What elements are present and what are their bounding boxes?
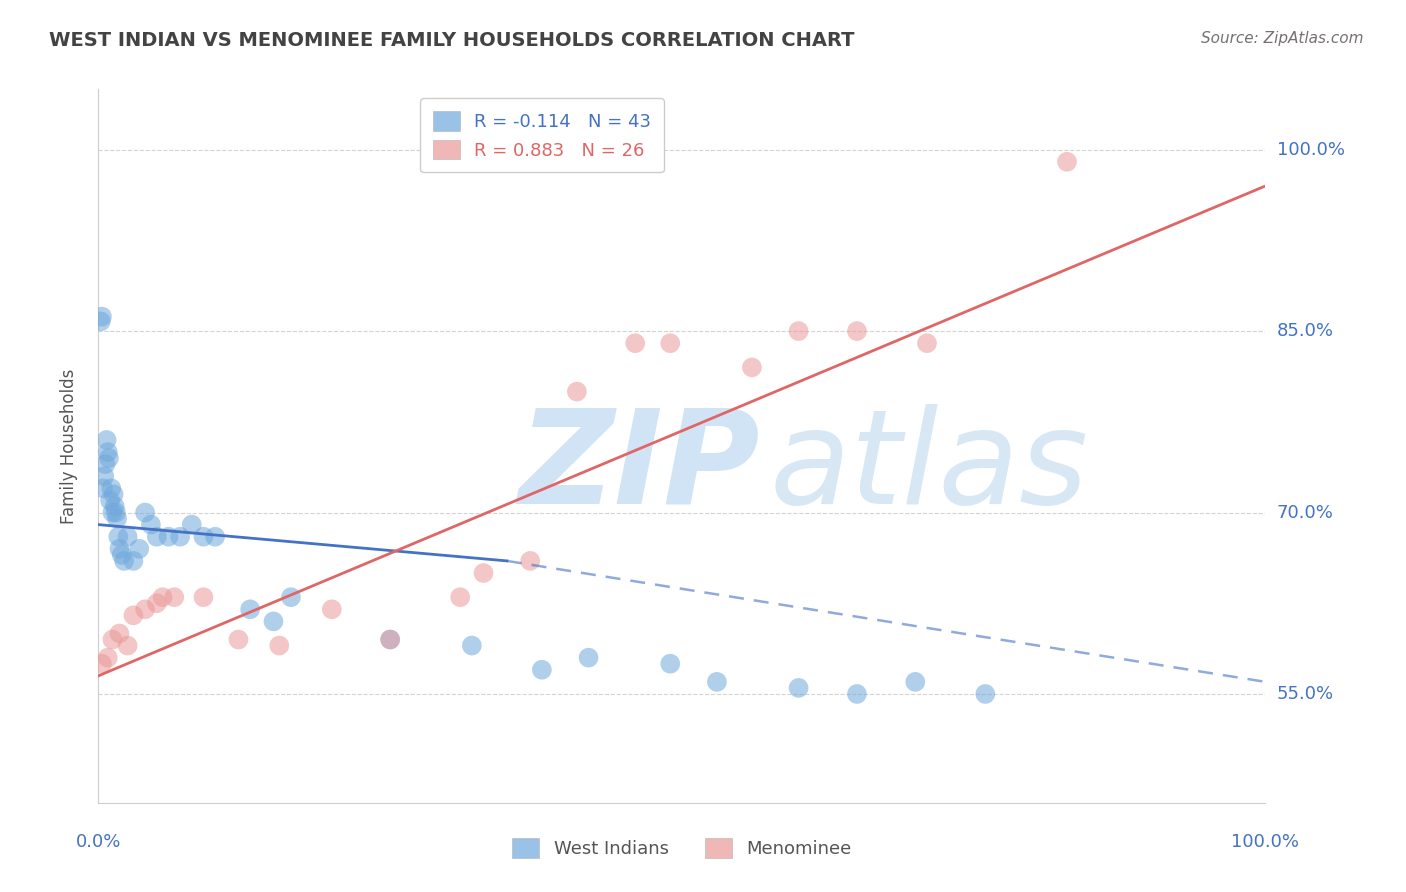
Point [101,506,124,520]
Point [380,632,402,647]
Point [169,530,191,544]
Point [91,481,114,495]
Point [193,590,215,604]
Point [380,632,402,647]
Point [974,687,997,701]
Text: ZIP: ZIP [519,404,761,531]
Point [134,506,156,520]
Point [904,674,927,689]
Text: 70.0%: 70.0% [1277,503,1333,522]
Point [565,384,588,399]
Point [146,530,169,544]
Point [846,687,869,701]
Point [659,657,682,671]
Text: 85.0%: 85.0% [1277,322,1333,340]
Point [108,626,131,640]
Point [659,336,682,351]
Point [97,445,120,459]
Point [787,324,810,338]
Point [706,674,728,689]
Point [624,336,647,351]
Point [128,541,150,556]
Point [280,590,302,604]
Point [108,541,131,556]
Point [97,451,120,466]
Point [321,602,343,616]
Point [846,324,869,338]
Point [228,632,250,647]
Point [96,433,118,447]
Point [104,506,127,520]
Point [204,530,226,544]
Point [163,590,186,604]
Point [134,602,156,616]
Point [93,469,115,483]
Text: Source: ZipAtlas.com: Source: ZipAtlas.com [1201,31,1364,46]
Point [139,517,162,532]
Point [461,639,484,653]
Point [915,336,938,351]
Text: 55.0%: 55.0% [1277,685,1334,703]
Point [101,632,124,647]
Text: 100.0%: 100.0% [1232,833,1299,851]
Point [741,360,763,375]
Y-axis label: Family Households: Family Households [59,368,77,524]
Point [107,530,129,544]
Point [122,608,145,623]
Point [449,590,471,604]
Point [100,481,122,495]
Point [117,530,139,544]
Point [269,639,291,653]
Point [530,663,553,677]
Point [90,310,112,324]
Point [122,554,145,568]
Point [180,517,202,532]
Point [98,493,121,508]
Point [519,554,541,568]
Point [146,596,169,610]
Legend: West Indians, Menominee: West Indians, Menominee [505,830,859,865]
Point [578,650,600,665]
Text: atlas: atlas [769,404,1088,531]
Point [103,487,125,501]
Point [262,615,284,629]
Point [152,590,174,604]
Point [1056,154,1078,169]
Point [787,681,810,695]
Point [105,511,128,525]
Point [90,657,112,671]
Point [472,566,495,580]
Point [112,554,135,568]
Point [117,639,139,653]
Point [104,500,127,514]
Text: 0.0%: 0.0% [76,833,121,851]
Point [94,457,117,471]
Point [97,650,120,665]
Point [157,530,180,544]
Point [239,602,262,616]
Point [193,530,215,544]
Point [90,314,112,328]
Text: WEST INDIAN VS MENOMINEE FAMILY HOUSEHOLDS CORRELATION CHART: WEST INDIAN VS MENOMINEE FAMILY HOUSEHOL… [49,31,855,50]
Point [111,548,134,562]
Text: 100.0%: 100.0% [1277,141,1344,159]
